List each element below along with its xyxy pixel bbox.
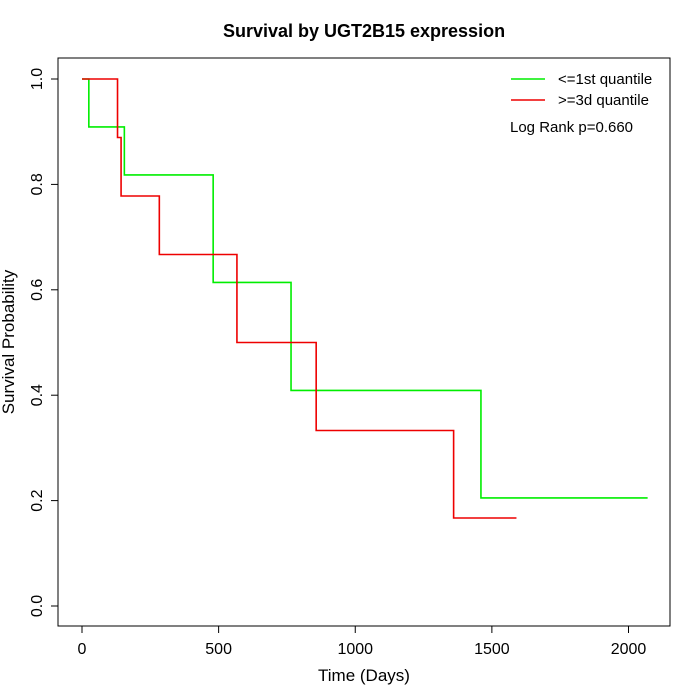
y-tick-label: 1.0	[29, 68, 46, 90]
series-line-low-quantile	[82, 78, 648, 499]
y-axis: 0.0 0.2 0.4 0.6 0.8 1.0	[29, 68, 59, 617]
legend-label: <=1st quantile	[558, 71, 652, 88]
x-axis-label: Time (Days)	[318, 666, 410, 685]
y-tick-label: 0.0	[29, 595, 46, 617]
x-tick-label: 2000	[611, 641, 647, 658]
x-tick-label: 500	[205, 641, 232, 658]
log-rank-annotation: Log Rank p=0.660	[510, 119, 633, 136]
chart-title: Survival by UGT2B15 expression	[223, 21, 505, 41]
x-tick-label: 1500	[474, 641, 510, 658]
legend: <=1st quantile >=3d quantile	[511, 71, 652, 109]
x-tick-label: 0	[78, 641, 87, 658]
x-axis: 0 500 1000 1500 2000	[78, 625, 647, 658]
series-line-high-quantile	[82, 78, 517, 519]
x-tick-label: 1000	[337, 641, 373, 658]
y-tick-label: 0.4	[29, 384, 46, 406]
series-lines	[82, 78, 648, 519]
y-axis-label: Survival Probability	[0, 269, 18, 414]
y-tick-label: 0.8	[29, 173, 46, 195]
y-tick-label: 0.2	[29, 489, 46, 511]
legend-label: >=3d quantile	[558, 92, 649, 109]
y-tick-label: 0.6	[29, 279, 46, 301]
